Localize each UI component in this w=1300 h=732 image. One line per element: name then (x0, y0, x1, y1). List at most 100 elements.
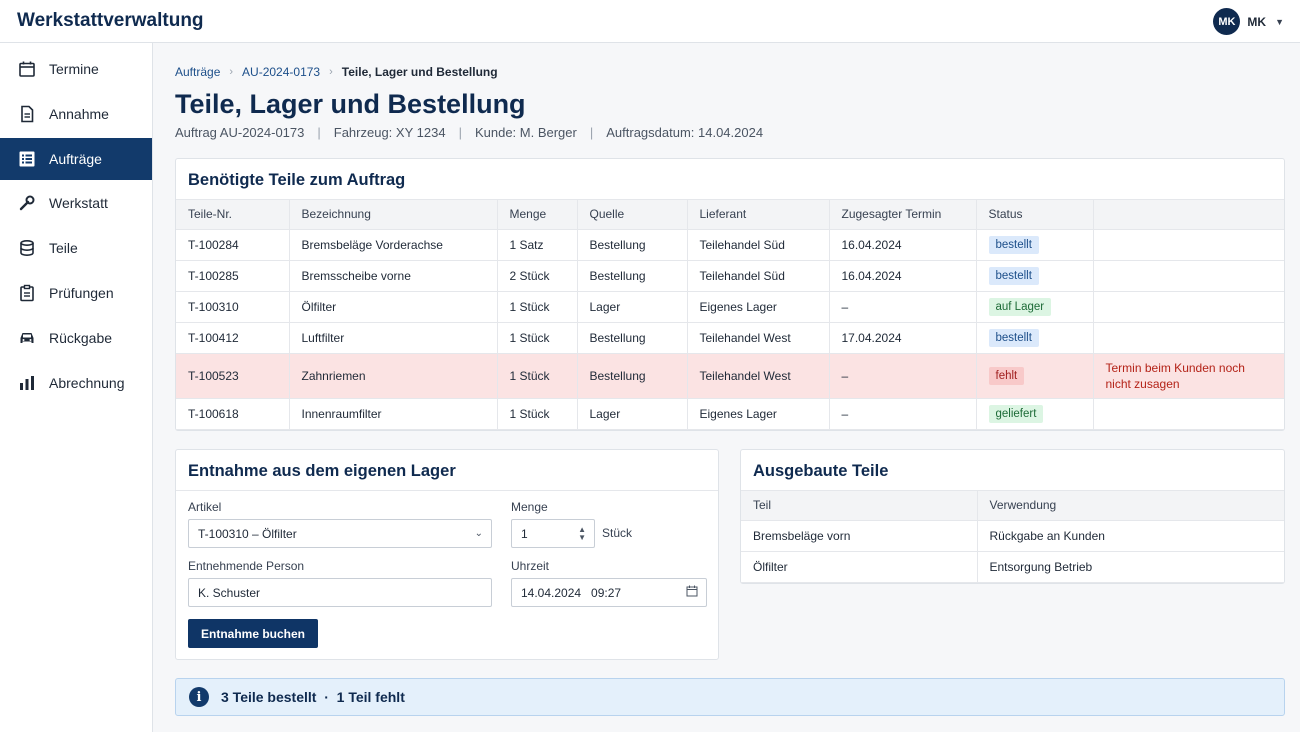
bar-chart-icon (18, 374, 36, 392)
sidebar-item-6[interactable]: Rückgabe (0, 317, 152, 359)
time-label: Uhrzeit (511, 559, 550, 573)
sidebar-item-7[interactable]: Abrechnung (0, 362, 152, 404)
meta-divider: | (458, 125, 462, 140)
stepper-arrows-icon[interactable]: ▲ ▼ (578, 524, 586, 542)
cell-status: bestellt (976, 229, 1094, 261)
withdrawal-card-title: Entnahme aus dem eigenen Lager (176, 450, 718, 491)
breadcrumb-current: Teile, Lager und Bestellung (341, 65, 498, 79)
table-row[interactable]: T-100412 Luftfilter 1 Stück Bestellung Teile… (176, 322, 1284, 354)
status-badge: bestellt (988, 235, 1039, 254)
cell-source: Lager (577, 398, 688, 430)
article-label: Artikel (188, 500, 222, 514)
table-row[interactable]: T-100618 Innenraumfilter 1 Stück Lager Eigen… (176, 398, 1284, 430)
person-label: Entnehmende Person (188, 559, 305, 573)
cell-name: Bremsscheibe vorne (289, 260, 498, 292)
quantity-unit: Stück (602, 526, 633, 540)
meta-vehicle: Fahrzeug: XY 1234 (333, 125, 446, 140)
withdrawal-card: Entnahme aus dem eigenen Lager Artikel T… (175, 449, 719, 660)
cell-supplier: Teilehandel Süd (687, 229, 830, 261)
removed-parts-table: Teil Verwendung Bremsbeläge vorn Rückgabe … (741, 491, 1284, 583)
sidebar-item-0[interactable]: Termine (0, 48, 152, 90)
main-content: Aufträge › AU-2024-0173 › Teile, Lager u… (153, 43, 1300, 732)
status-badge: bestellt (988, 266, 1039, 285)
meta-divider: | (589, 125, 594, 140)
cell-qty: 1 Stück (497, 353, 578, 399)
cell-name: Bremsbeläge Vorderachse (289, 229, 498, 261)
column-header: Teil (741, 491, 978, 521)
clipboard-icon (18, 284, 36, 302)
sidebar-item-5[interactable]: Prüfungen (0, 272, 152, 314)
column-header: Verwendung (977, 491, 1284, 521)
breadcrumb: Aufträge › AU-2024-0173 › Teile, Lager u… (175, 65, 498, 79)
table-row[interactable]: T-100523 Zahnriemen 1 Stück Bestellung Teile… (176, 353, 1284, 399)
calendar-icon[interactable] (686, 585, 698, 600)
sidebar-item-4[interactable]: Teile (0, 227, 152, 269)
cell-note: Termin beim Kunden noch nicht zusagen (1093, 353, 1284, 399)
car-icon (18, 329, 36, 347)
sidebar-item-1[interactable]: Annahme (0, 93, 152, 135)
avatar[interactable]: MK (1213, 8, 1241, 35)
sidebar-item-label: Teile (49, 240, 78, 257)
cell-note (1093, 398, 1284, 430)
breadcrumb-item-auftraege[interactable]: Aufträge (175, 65, 221, 79)
sidebar-item-3[interactable]: Werkstatt (0, 182, 152, 224)
quantity-stepper[interactable]: 1 ▲ ▼ (511, 519, 595, 548)
cell-note (1093, 260, 1284, 292)
chevron-down-icon[interactable]: ▼ (1275, 16, 1284, 27)
cell-supplier: Eigenes Lager (687, 291, 830, 323)
cell-nr: T-100284 (176, 229, 290, 261)
status-badge: bestellt (988, 328, 1039, 347)
removed-parts-card: Ausgebaute Teile Teil Verwendung Bremsbel… (740, 449, 1285, 584)
chevron-right-icon: › (329, 66, 333, 78)
parts-card-title: Benötigte Teile zum Auftrag (176, 159, 1284, 200)
cell-part: Ölfilter (741, 551, 978, 583)
cell-supplier: Teilehandel West (687, 322, 830, 354)
table-row[interactable]: T-100285 Bremsscheibe vorne 2 Stück Bestell… (176, 260, 1284, 292)
cell-qty: 1 Stück (497, 291, 578, 323)
quantity-label: Menge (511, 500, 548, 514)
user-name[interactable]: MK (1247, 14, 1267, 29)
cell-date: – (829, 398, 977, 430)
parts-card: Benötigte Teile zum Auftrag Teile-Nr. Bez… (175, 158, 1285, 431)
summary-text: 3 Teile bestellt · 1 Teil fehlt (221, 689, 405, 705)
cell-nr: T-100310 (176, 291, 290, 323)
info-icon: i (189, 687, 209, 707)
breadcrumb-item-order[interactable]: AU-2024-0173 (242, 65, 321, 79)
sidebar-item-label: Abrechnung (49, 374, 125, 391)
cell-source: Bestellung (577, 229, 688, 261)
cell-source: Lager (577, 291, 688, 323)
table-row[interactable]: T-100310 Ölfilter 1 Stück Lager Eigenes Lage… (176, 291, 1284, 323)
column-header: Quelle (577, 200, 688, 230)
chevron-right-icon: › (229, 66, 234, 78)
table-row[interactable]: Bremsbeläge vorn Rückgabe an Kunden (741, 520, 1284, 552)
datetime-input[interactable]: 14.04.2024 09:27 (511, 578, 707, 607)
table-row[interactable]: Ölfilter Entsorgung Betrieb (741, 551, 1284, 583)
sidebar-item-2[interactable]: Aufträge (0, 137, 152, 180)
cell-date: 16.04.2024 (829, 229, 977, 261)
parts-table: Teile-Nr. Bezeichnung Menge Quelle Lieferant… (176, 200, 1284, 430)
article-select-value: T-100310 – Ölfilter (198, 526, 297, 541)
article-select[interactable]: T-100310 – Ölfilter ⌄ (188, 519, 492, 548)
order-meta: Auftrag AU-2024-0173 | Fahrzeug: XY 1234… (175, 125, 763, 140)
cell-note (1093, 291, 1284, 323)
cell-supplier: Teilehandel Süd (687, 260, 830, 292)
cell-status: auf Lager (976, 291, 1094, 323)
table-row[interactable]: T-100284 Bremsbeläge Vorderachse 1 Satz Bes… (176, 229, 1284, 261)
person-input[interactable]: K. Schuster (188, 578, 492, 607)
column-header: Menge (497, 200, 578, 230)
sidebar-item-label: Aufträge (49, 150, 102, 167)
cell-qty: 1 Satz (497, 229, 578, 261)
cell-date: 16.04.2024 (829, 260, 977, 292)
sidebar-item-label: Annahme (49, 105, 109, 122)
chevron-down-icon: ⌄ (474, 528, 483, 539)
column-header: Status (976, 200, 1094, 230)
removed-parts-card-title: Ausgebaute Teile (741, 450, 1284, 491)
user-menu[interactable]: MK MK ▼ (1213, 8, 1284, 35)
book-withdrawal-button[interactable]: Entnahme buchen (188, 619, 318, 648)
cell-note (1093, 322, 1284, 354)
summary-info-bar: i 3 Teile bestellt · 1 Teil fehlt (175, 678, 1285, 716)
cell-date: 17.04.2024 (829, 322, 977, 354)
sidebar-item-label: Rückgabe (49, 329, 113, 346)
cell-supplier: Eigenes Lager (687, 398, 830, 430)
cell-source: Bestellung (577, 322, 688, 354)
